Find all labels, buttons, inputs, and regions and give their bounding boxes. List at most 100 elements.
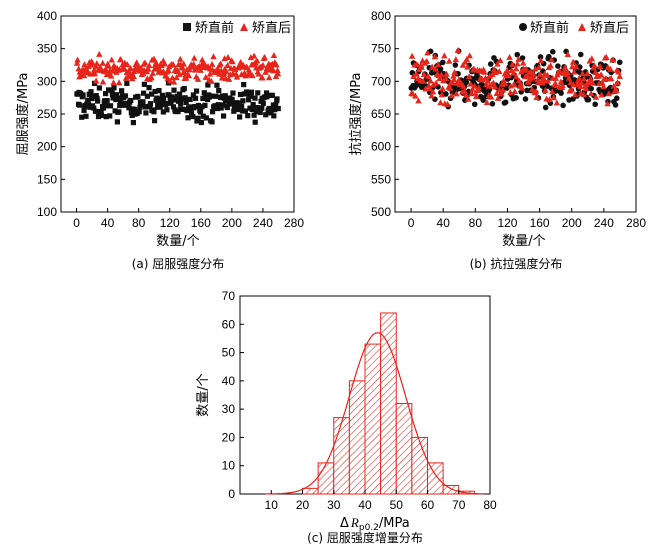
chart-a-point-before xyxy=(257,109,263,116)
chart-b-point-after xyxy=(484,77,492,84)
chart-a-point-after xyxy=(99,59,106,66)
chart-a-point-before xyxy=(102,90,109,97)
chart-a-point-before xyxy=(239,108,246,114)
chart-a-point-before xyxy=(252,119,258,125)
chart-a-xtick-label: 160 xyxy=(191,216,211,230)
chart-a-ytick-label: 300 xyxy=(37,74,57,88)
chart-a-point-before xyxy=(128,97,134,104)
chart-a-point-after xyxy=(99,78,107,85)
chart-b-point-after xyxy=(465,95,472,102)
chart-b-point-after xyxy=(577,83,584,90)
chart-b-point-after xyxy=(423,57,430,64)
chart-b-point-after xyxy=(510,69,517,76)
chart-a-point-after xyxy=(180,60,187,67)
chart-a-point-before xyxy=(151,109,157,115)
chart-a-point-before xyxy=(141,81,147,87)
chart-b-point-after xyxy=(493,90,500,97)
chart-a-point-before xyxy=(77,102,83,108)
chart-b-point-after xyxy=(542,86,549,93)
chart-a-point-before xyxy=(220,102,226,108)
chart-b-point-after xyxy=(553,99,561,106)
chart-b-point-after xyxy=(544,77,551,84)
chart-a-point-before xyxy=(192,95,199,101)
chart-b-point-after xyxy=(413,70,420,77)
chart-b-point-before xyxy=(585,96,592,103)
chart-a-ytick-label: 350 xyxy=(37,42,57,56)
chart-a-point-after xyxy=(108,72,115,79)
chart-a-point-before xyxy=(273,102,279,108)
chart-b-point-after xyxy=(452,56,460,63)
chart-b-point-after xyxy=(446,84,454,91)
chart-c-ytick-label: 70 xyxy=(222,289,236,303)
chart-a-point-before xyxy=(170,95,176,101)
chart-b-point-after xyxy=(494,94,502,101)
chart-b-point-after xyxy=(605,90,612,97)
chart-c-xtick-label: 70 xyxy=(452,498,466,512)
chart-a-point-before xyxy=(168,100,174,106)
chart-a-point-before xyxy=(235,100,241,106)
chart-b-point-after xyxy=(532,88,540,95)
chart-b-point-after xyxy=(568,86,575,93)
chart-a-point-before xyxy=(272,107,278,113)
chart-a-point-after xyxy=(190,60,197,67)
chart-b-point-after xyxy=(436,75,443,82)
chart-a-point-before xyxy=(143,110,149,116)
chart-b-point-before xyxy=(549,48,556,55)
chart-a-point-before xyxy=(214,82,220,88)
chart-c-caption: (c) 屈服强度增量分布 xyxy=(307,530,423,545)
chart-b-point-before xyxy=(613,95,620,102)
chart-c-ytick-label: 20 xyxy=(222,430,236,444)
chart-a-point-after xyxy=(224,54,232,61)
chart-a-point-before xyxy=(213,93,219,99)
chart-c-ytick-label: 0 xyxy=(228,487,235,501)
chart-a-point-after xyxy=(265,74,273,81)
chart-a-point-before xyxy=(260,100,266,107)
chart-b-point-before xyxy=(592,101,598,108)
chart-b-point-after xyxy=(467,80,474,87)
chart-a-point-before xyxy=(248,93,254,99)
chart-a-point-after xyxy=(255,70,262,77)
chart-a-point-before xyxy=(205,82,211,88)
chart-b-point-after xyxy=(592,68,599,75)
chart-a-point-before xyxy=(130,119,136,126)
chart-a-point-before xyxy=(116,109,122,115)
chart-a-point-before xyxy=(122,102,128,108)
chart-b-point-before xyxy=(502,99,509,106)
chart-b-legend-triangle-icon xyxy=(578,23,586,31)
chart-a-point-before xyxy=(275,105,281,112)
chart-a-point-after xyxy=(73,59,81,66)
chart-a-point-after xyxy=(156,66,163,73)
chart-b-point-after xyxy=(498,90,505,97)
chart-a-point-before xyxy=(237,91,244,98)
chart-a-point-before xyxy=(245,113,251,119)
chart-a-point-after xyxy=(259,61,267,68)
chart-b-point-after xyxy=(463,55,471,62)
chart-a-point-after xyxy=(108,56,115,63)
chart-a: 100 150 200 250 300 350 400 0 40 80 120 160 200 240 2… xyxy=(15,9,304,271)
chart-a-point-before xyxy=(209,119,215,125)
chart-a-point-before xyxy=(188,110,195,116)
chart-b-point-after xyxy=(497,57,504,64)
chart-a-point-before xyxy=(148,91,155,97)
chart-a-xtick-label: 200 xyxy=(222,216,242,230)
histogram-bar xyxy=(333,417,350,495)
chart-a-point-before xyxy=(269,92,275,98)
chart-a-point-before xyxy=(223,97,229,103)
chart-a-point-before xyxy=(136,109,142,115)
chart-a-point-before xyxy=(259,105,265,111)
chart-b-point-after xyxy=(454,47,462,54)
chart-b-point-after xyxy=(483,99,491,106)
chart-a-point-after xyxy=(89,59,96,66)
chart-b-point-after xyxy=(427,77,434,84)
histogram-bar xyxy=(364,343,382,495)
chart-b-point-before xyxy=(489,101,496,107)
chart-a-point-after xyxy=(166,77,174,84)
chart-a-point-before xyxy=(119,88,125,94)
chart-b-point-after xyxy=(565,74,573,81)
chart-a-point-after xyxy=(127,64,134,71)
chart-b-xtick-label: 40 xyxy=(437,216,451,230)
chart-b-point-after xyxy=(410,73,417,80)
chart-a-point-before xyxy=(95,98,101,104)
chart-a-point-after xyxy=(153,62,161,69)
